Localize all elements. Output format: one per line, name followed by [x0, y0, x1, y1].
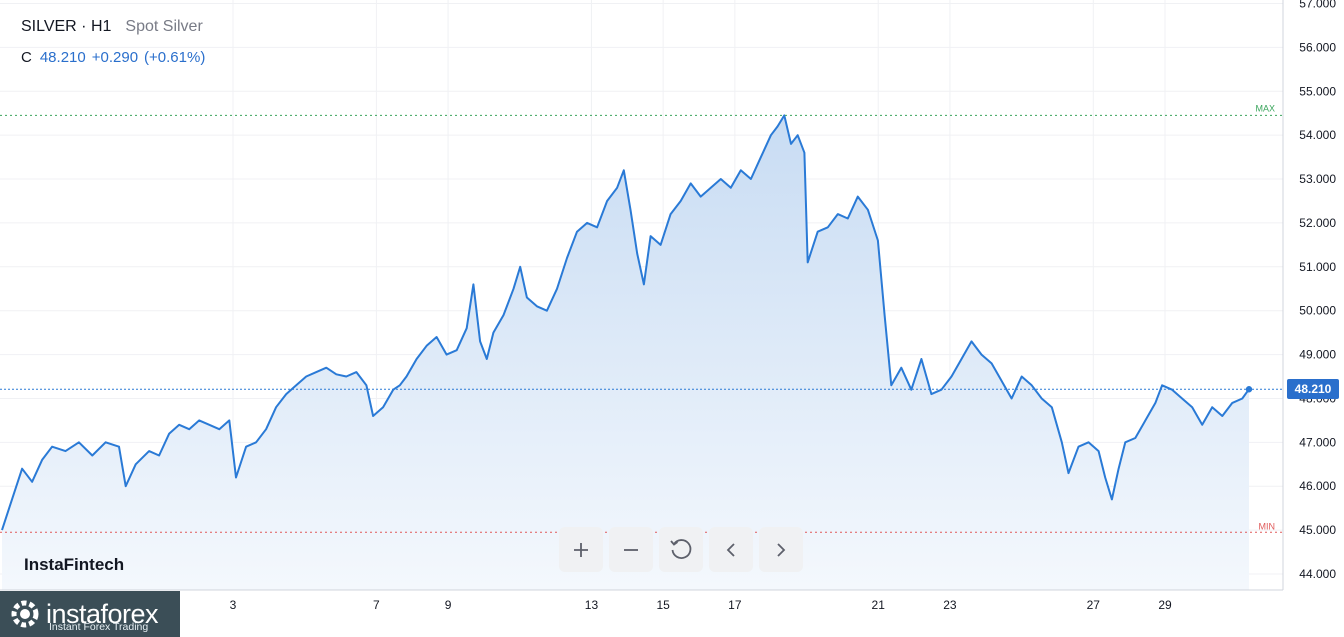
y-tick-label: 47.000	[1299, 435, 1336, 449]
y-tick-label: 55.000	[1299, 84, 1336, 98]
symbol-header: SILVER · H1 Spot Silver	[21, 18, 203, 36]
y-tick-label: 56.000	[1299, 40, 1336, 54]
chevron-right-icon	[777, 542, 786, 557]
change-percent: (+0.61%)	[144, 49, 206, 66]
y-tick-label: 52.000	[1299, 216, 1336, 230]
symbol-name: SILVER · H1	[21, 18, 112, 35]
y-tick-label: 49.000	[1299, 348, 1336, 362]
y-tick-label: 54.000	[1299, 128, 1336, 142]
reset-icon	[670, 538, 692, 559]
close-label: C	[21, 49, 32, 66]
y-tick-label: 44.000	[1299, 567, 1336, 581]
x-tick-label: 15	[656, 598, 670, 612]
y-tick-label: 53.000	[1299, 172, 1336, 186]
chart-toolbar	[559, 527, 803, 572]
plus-icon	[574, 542, 588, 557]
y-tick-label: 46.000	[1299, 479, 1336, 493]
minus-icon	[624, 548, 638, 551]
y-tick-label: 57.000	[1299, 0, 1336, 11]
x-tick-label: 27	[1087, 598, 1101, 612]
price-line	[1, 114, 1250, 531]
price-area-fill	[2, 115, 1249, 591]
min-label: MIN	[1259, 521, 1276, 531]
time-axis[interactable]: 3 7 9 13 15 17 21 23 27 29	[230, 598, 1172, 612]
gear-icon	[11, 600, 39, 628]
y-tick-label: 45.000	[1299, 523, 1336, 537]
x-tick-label: 7	[373, 598, 380, 612]
last-price-dot	[1245, 386, 1253, 393]
last-price-tag: 48.210	[1287, 379, 1339, 399]
zoom-in-button[interactable]	[559, 527, 603, 572]
x-tick-label: 13	[585, 598, 599, 612]
y-tick-label: 51.000	[1299, 260, 1336, 274]
logo-name: instaforex	[46, 599, 159, 629]
zoom-out-button[interactable]	[609, 527, 653, 572]
x-tick-label: 9	[445, 598, 452, 612]
x-tick-label: 23	[943, 598, 957, 612]
x-tick-label: 3	[230, 598, 237, 612]
change-value: +0.290	[91, 49, 139, 66]
x-tick-label: 21	[872, 598, 886, 612]
max-label: MAX	[1255, 103, 1275, 113]
close-value: 48.210	[39, 49, 86, 66]
watermark-text: InstaFintech	[24, 555, 125, 574]
x-tick-label: 17	[728, 598, 742, 612]
x-tick-label: 29	[1158, 598, 1172, 612]
chevron-left-icon	[726, 542, 735, 557]
scroll-left-button[interactable]	[709, 527, 753, 572]
ohlc-readout: C 48.210 +0.290 (+0.61%)	[21, 49, 211, 66]
scroll-right-button[interactable]	[759, 527, 803, 572]
y-tick-label: 50.000	[1299, 304, 1336, 318]
logo-tagline: Instant Forex Trading	[49, 621, 149, 633]
price-axis[interactable]: 44.00045.00046.00047.00048.00049.00050.0…	[1299, 0, 1336, 581]
reset-button[interactable]	[659, 527, 703, 572]
symbol-description: Spot Silver	[125, 18, 203, 35]
instaforex-logo[interactable]: instaforex Instant Forex Trading	[0, 591, 180, 637]
